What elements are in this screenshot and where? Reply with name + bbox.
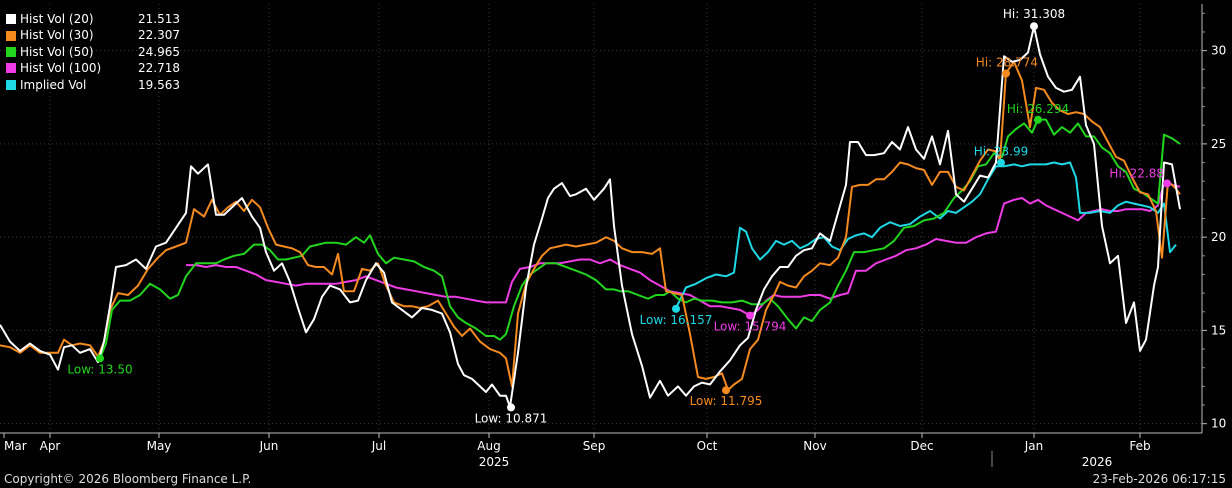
legend-swatch-icon	[6, 79, 16, 90]
series-line	[99, 118, 1181, 359]
year-label: 2025	[479, 455, 510, 469]
legend-swatch-icon	[6, 14, 16, 25]
x-tick-label: Mar	[4, 439, 27, 453]
legend-item[interactable]: Hist Vol (50) 24.965	[6, 44, 182, 60]
legend-value: 21.513	[138, 12, 180, 26]
legend-swatch-icon	[6, 30, 16, 41]
marker-point	[746, 311, 754, 320]
marker-label: Hi: 28.774	[976, 55, 1038, 69]
x-tick-label: Jun	[259, 439, 279, 453]
marker-label: Low: 11.795	[690, 394, 763, 408]
series-lines	[0, 25, 1181, 408]
marker-label: Hi: 22.88	[1109, 166, 1164, 180]
x-tick-label: May	[147, 439, 172, 453]
year-label: 2026	[1082, 455, 1113, 469]
y-tick-label: 10	[1211, 417, 1226, 431]
legend-value: 24.965	[138, 44, 180, 59]
legend-label: Hist Vol (50)	[20, 44, 94, 59]
copyright-text: Copyright© 2026 Bloomberg Finance L.P.	[4, 472, 252, 486]
marker-label: Low: 10.871	[475, 411, 548, 425]
x-tick-label: Feb	[1129, 439, 1150, 453]
marker-point	[1002, 69, 1010, 78]
marker-point	[1030, 22, 1038, 31]
legend-item[interactable]: Hist Vol (100) 22.718	[6, 60, 182, 76]
marker-point	[997, 158, 1005, 167]
legend: Hist Vol (20) 21.513 Hist Vol (30) 22.30…	[6, 11, 182, 93]
legend-swatch-icon	[6, 47, 16, 58]
x-tick-label: Jan	[1024, 439, 1044, 453]
legend-item[interactable]: Hist Vol (30) 22.307	[6, 27, 182, 43]
legend-value: 19.563	[138, 77, 180, 92]
timestamp: 23-Feb-2026 06:17:15	[1092, 472, 1226, 486]
marker-point	[507, 403, 515, 412]
marker-label: Hi: 31.308	[1003, 7, 1065, 21]
y-tick-label: 30	[1211, 44, 1226, 58]
x-tick-label: Sep	[583, 439, 606, 453]
y-tick-label: 25	[1211, 137, 1226, 151]
marker-point	[1034, 115, 1042, 124]
series-line	[0, 25, 1181, 408]
x-tick-label: Aug	[477, 439, 500, 453]
legend-label: Hist Vol (20)	[20, 12, 94, 26]
legend-item[interactable]: Hist Vol (20) 21.513	[6, 11, 182, 27]
y-tick-label: 20	[1211, 230, 1226, 244]
x-tick-label: Oct	[697, 439, 718, 453]
x-tick-label: Dec	[910, 439, 933, 453]
series-line	[186, 182, 1181, 317]
legend-label: Hist Vol (30)	[20, 28, 94, 43]
x-tick-label: Apr	[40, 439, 61, 453]
marker-point	[96, 354, 104, 363]
x-tick-label: Jul	[371, 439, 386, 453]
legend-value: 22.307	[138, 28, 180, 43]
grid-lines	[0, 4, 1202, 433]
series-line	[675, 161, 1177, 309]
marker-point	[672, 304, 680, 313]
legend-label: Hist Vol (100)	[20, 61, 102, 76]
legend-label: Implied Vol	[20, 77, 87, 92]
marker-point	[1163, 179, 1171, 188]
marker-label: Low: 16.157	[640, 313, 713, 327]
marker-label: Hi: 26.294	[1007, 102, 1069, 116]
legend-value: 22.718	[138, 61, 180, 76]
marker-label: Low: 15.794	[714, 320, 787, 334]
x-tick-label: Nov	[803, 439, 826, 453]
legend-item[interactable]: Implied Vol 19.563	[6, 77, 182, 93]
footer: Copyright© 2026 Bloomberg Finance L.P. 2…	[0, 472, 1232, 488]
marker-label: Hi: 23.99	[974, 145, 1029, 159]
hi-low-markers: Hi: 31.308 Hi: 28.774 Hi: 26.294 Hi: 23.99 H…	[67, 7, 1171, 425]
marker-label: Low: 13.50	[67, 362, 132, 376]
y-tick-label: 15	[1211, 323, 1226, 337]
marker-point	[722, 386, 730, 395]
legend-swatch-icon	[6, 63, 16, 74]
